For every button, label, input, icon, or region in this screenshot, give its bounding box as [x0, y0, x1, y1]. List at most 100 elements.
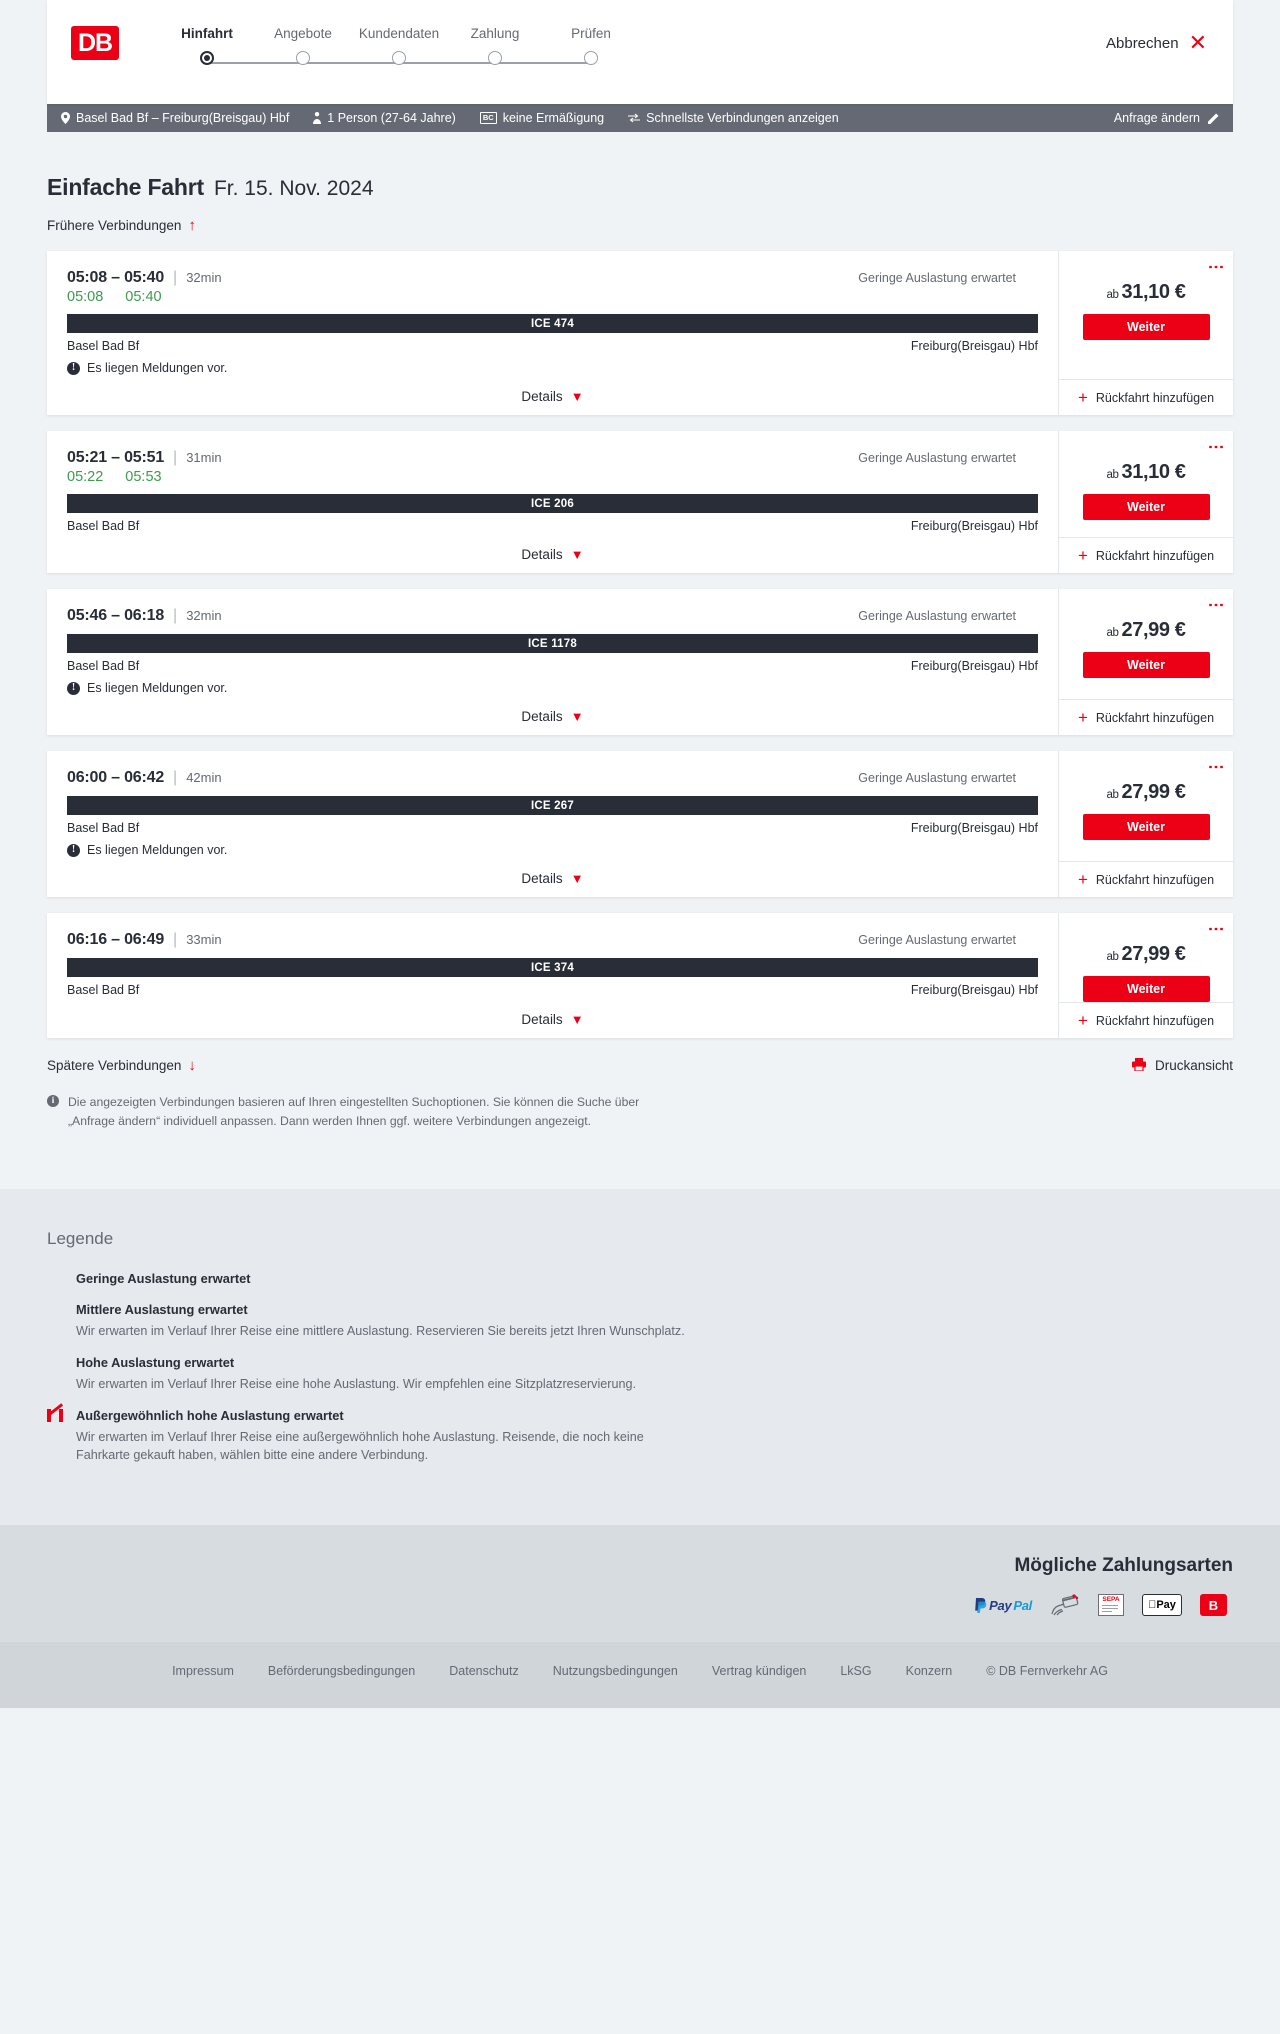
step-label-angebote[interactable]: Angebote	[274, 26, 332, 41]
more-options-icon[interactable]: ⋮	[1207, 259, 1224, 275]
footer-link[interactable]: Impressum	[172, 1664, 234, 1679]
more-options-icon[interactable]: ⋮	[1207, 439, 1224, 455]
footer-link[interactable]: Datenschutz	[449, 1664, 519, 1679]
footer-link[interactable]: Konzern	[905, 1664, 953, 1679]
occupancy-icon	[1023, 452, 1038, 464]
db-logo[interactable]: DB	[71, 26, 119, 60]
connection-message[interactable]: ! Es liegen Meldungen vor.	[67, 843, 1038, 857]
more-options-icon[interactable]: ⋮	[1207, 759, 1224, 775]
connection-price-panel: ⋮ ab 27,99 € Weiter + Rückfahrt hinzufügen	[1058, 751, 1233, 897]
continue-button[interactable]: Weiter	[1082, 494, 1210, 520]
step-dot-angebote[interactable]	[296, 51, 310, 65]
plus-icon: +	[1077, 1011, 1088, 1030]
footer-link[interactable]: Beförderungsbedingungen	[267, 1664, 416, 1679]
price-block: ab 31,10 € Weiter	[1059, 251, 1233, 379]
footer-link[interactable]: LkSG	[840, 1664, 872, 1679]
connection-message[interactable]: ! Es liegen Meldungen vor.	[67, 681, 1038, 695]
legend-item-head: Hohe Auslastung erwartet	[47, 1355, 1233, 1370]
occupancy-label: Geringe Auslastung erwartet	[858, 771, 1016, 785]
add-return-trip-button[interactable]: + Rückfahrt hinzufügen	[1059, 1002, 1233, 1038]
footer-link[interactable]: Vertrag kündigen	[711, 1664, 807, 1679]
continue-button[interactable]: Weiter	[1082, 652, 1210, 678]
warning-icon: !	[67, 361, 80, 375]
connection-price: ab 31,10 €	[1106, 281, 1186, 303]
train-label[interactable]: ICE 206	[67, 494, 1038, 513]
connection-time-range: 06:16 – 06:49	[67, 931, 165, 948]
train-label[interactable]: ICE 374	[67, 958, 1038, 977]
footer-link[interactable]: Nutzungsbedingungen	[552, 1664, 678, 1679]
summary-sorting[interactable]: Schnellste Verbindungen anzeigen	[628, 111, 839, 125]
occupancy-indicator: Geringe Auslastung erwartet	[858, 271, 1038, 285]
more-options-icon[interactable]: ⋮	[1207, 921, 1224, 937]
plus-icon: +	[1077, 388, 1088, 407]
price-block: ab 31,10 € Weiter	[1059, 431, 1233, 537]
summary-route[interactable]: Basel Bad Bf – Freiburg(Breisgau) Hbf	[61, 111, 289, 125]
details-toggle[interactable]: Details ▼	[521, 533, 583, 573]
continue-button[interactable]: Weiter	[1082, 814, 1210, 840]
connection-price: ab 31,10 €	[1106, 461, 1186, 483]
step-dot-kundendaten[interactable]	[392, 51, 406, 65]
modify-search-button[interactable]: Anfrage ändern	[1114, 111, 1219, 125]
step-dot-zahlung[interactable]	[488, 51, 502, 65]
later-connections-button[interactable]: Spätere Verbindungen ↓	[47, 1058, 196, 1073]
more-options-icon[interactable]: ⋮	[1207, 597, 1224, 613]
cancel-button[interactable]: Abbrechen ✕	[1106, 32, 1207, 54]
add-return-trip-button[interactable]: + Rückfahrt hinzufügen	[1059, 699, 1233, 735]
add-return-trip-button[interactable]: + Rückfahrt hinzufügen	[1059, 379, 1233, 415]
details-toggle[interactable]: Details ▼	[521, 998, 583, 1038]
later-connections-label: Spätere Verbindungen	[47, 1058, 182, 1073]
realtime-departure: 05:22	[67, 469, 104, 485]
footer-links: Impressum Beförderungsbedingungen Datensch…	[0, 1664, 1280, 1678]
summary-route-label: Basel Bad Bf – Freiburg(Breisgau) Hbf	[76, 111, 290, 125]
legend-item-label: Mittlere Auslastung erwartet	[76, 1301, 248, 1317]
cancel-label: Abbrechen	[1106, 34, 1179, 52]
occupancy-label: Geringe Auslastung erwartet	[858, 451, 1016, 465]
connection-message[interactable]: ! Es liegen Meldungen vor.	[67, 361, 1038, 375]
connection-card[interactable]: 05:21 – 05:51 | 31min Geringe Auslastung er…	[47, 431, 1233, 573]
station-row: Basel Bad Bf Freiburg(Breisgau) Hbf	[67, 983, 1038, 997]
connection-card[interactable]: 06:00 – 06:42 | 42min Geringe Auslastung er…	[47, 751, 1233, 897]
legend-item-label: Geringe Auslastung erwartet	[76, 1270, 251, 1286]
connection-card[interactable]: 05:08 – 05:40 | 32min Geringe Auslastung er…	[47, 251, 1233, 415]
connection-card[interactable]: 06:16 – 06:49 | 33min Geringe Auslastung er…	[47, 913, 1233, 1038]
add-return-trip-button[interactable]: + Rückfahrt hinzufügen	[1059, 861, 1233, 897]
step-label-hinfahrt[interactable]: Hinfahrt	[181, 26, 233, 41]
header-region: DB Hinfahrt Angebote Kundendaten Zahlung…	[0, 0, 1280, 104]
details-toggle[interactable]: Details ▼	[521, 375, 583, 415]
print-view-button[interactable]: Druckansicht	[1131, 1058, 1233, 1073]
occupancy-label: Geringe Auslastung erwartet	[858, 609, 1016, 623]
realtime-times: 05:08 05:40	[67, 289, 1038, 305]
connection-card[interactable]: 05:46 – 06:18 | 32min Geringe Auslastung er…	[47, 589, 1233, 735]
station-row: Basel Bad Bf Freiburg(Breisgau) Hbf	[67, 659, 1038, 673]
earlier-connections-button[interactable]: Frühere Verbindungen ↑	[47, 218, 196, 233]
add-return-trip-button[interactable]: + Rückfahrt hinzufügen	[1059, 537, 1233, 573]
details-toggle[interactable]: Details ▼	[521, 857, 583, 897]
train-label[interactable]: ICE 1178	[67, 634, 1038, 653]
step-label-zahlung[interactable]: Zahlung	[470, 26, 520, 41]
credit-card-hand-icon	[1050, 1594, 1080, 1616]
destination-station: Freiburg(Breisgau) Hbf	[910, 821, 1038, 835]
train-label[interactable]: ICE 267	[67, 796, 1038, 815]
chevron-down-icon: ▼	[570, 1012, 584, 1027]
details-toggle[interactable]: Details ▼	[521, 695, 583, 735]
step-label-kundendaten[interactable]: Kundendaten	[358, 26, 440, 41]
legend-item-description: Wir erwarten im Verlauf Ihrer Reise eine…	[76, 1429, 644, 1463]
add-return-trip-label: Rückfahrt hinzufügen	[1095, 390, 1215, 405]
connection-info: 05:08 – 05:40 | 32min Geringe Auslastung er…	[47, 251, 1058, 415]
train-label[interactable]: ICE 474	[67, 314, 1038, 333]
connection-time-row: 05:21 – 05:51 | 31min Geringe Auslastung er…	[67, 449, 1038, 467]
step-label-pruefen[interactable]: Prüfen	[571, 26, 611, 41]
continue-button[interactable]: Weiter	[1082, 976, 1210, 1002]
step-dot-hinfahrt[interactable]	[200, 51, 214, 65]
summary-discount[interactable]: BC keine Ermäßigung	[479, 111, 604, 125]
connection-info: 05:46 – 06:18 | 32min Geringe Auslastung er…	[47, 589, 1058, 735]
origin-station: Basel Bad Bf	[67, 821, 140, 835]
legend-item-label: Außergewöhnlich hohe Auslastung erwartet	[76, 1407, 344, 1423]
continue-button[interactable]: Weiter	[1082, 314, 1210, 340]
legend-item-description: Wir erwarten im Verlauf Ihrer Reise eine…	[76, 1323, 685, 1338]
step-dot-pruefen[interactable]	[584, 51, 598, 65]
summary-passengers[interactable]: 1 Person (27-64 Jahre)	[313, 111, 456, 125]
info-icon: i	[47, 1095, 59, 1107]
chevron-down-icon: ▼	[570, 871, 584, 886]
connection-message-label: Es liegen Meldungen vor.	[87, 843, 228, 857]
